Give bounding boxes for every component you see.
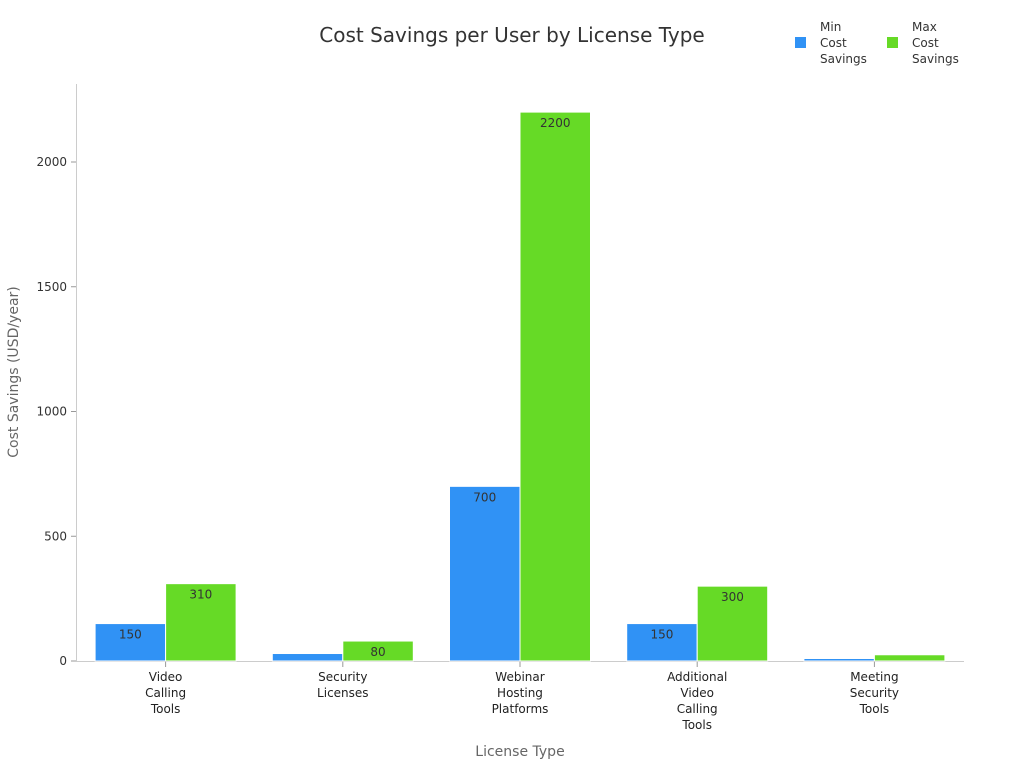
x-tick-label: Security [318,670,367,684]
legend-label: Max [912,20,937,34]
x-tick-label: Tools [150,702,181,716]
data-label: 300 [721,590,744,604]
legend-label: Cost [912,36,939,50]
data-label: 700 [473,490,496,504]
bar-min [271,653,344,662]
x-tick-label: Tools [859,702,890,716]
legend-swatch [887,37,898,48]
bar-min [94,623,167,662]
data-label: 2200 [540,116,571,130]
x-tick-label: Video [680,686,714,700]
y-tick-label: 1000 [36,405,67,419]
legend-swatch [795,37,806,48]
x-tick-label: Video [149,670,183,684]
x-tick-label: Security [850,686,899,700]
y-tick-label: 1500 [36,280,67,294]
legend-label: Cost [820,36,847,50]
legend-label: Min [820,20,841,34]
bar-max [342,640,414,662]
x-tick-label: Licenses [317,686,369,700]
y-axis-label: Cost Savings (USD/year) [6,286,22,458]
bar-max [873,654,946,662]
x-tick-label: Meeting [850,670,898,684]
bar-min [803,658,875,662]
y-tick-label: 500 [44,529,67,543]
x-tick-label: Hosting [497,686,543,700]
bar-min [626,623,698,662]
bar-max [519,111,591,662]
x-axis-label: License Type [475,744,564,760]
data-label: 310 [189,588,212,602]
chart-title: Cost Savings per User by License Type [319,23,704,47]
x-tick-label: Webinar [495,670,544,684]
y-tick-label: 2000 [36,155,67,169]
x-tick-label: Tools [681,718,712,732]
data-label: 150 [119,628,142,642]
bar-max [165,583,237,662]
bar-max [696,585,769,662]
legend-label: Savings [912,52,959,66]
data-label: 150 [650,628,673,642]
x-tick-label: Calling [145,686,186,700]
y-tick-label: 0 [59,654,67,668]
legend-label: Savings [820,52,867,66]
data-label: 80 [370,645,385,659]
bar-min [449,485,521,662]
x-tick-label: Additional [667,670,727,684]
x-tick-label: Calling [677,702,718,716]
x-tick-label: Platforms [492,702,549,716]
